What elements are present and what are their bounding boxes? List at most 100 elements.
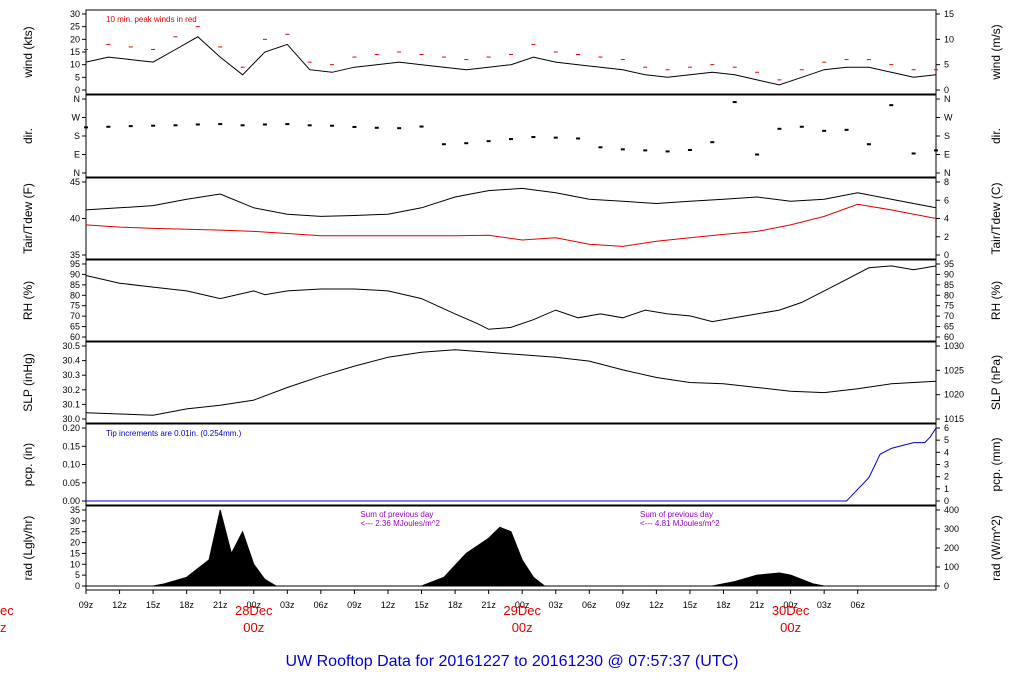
data-point [889,104,894,107]
y-right-tick-label: 60 [944,332,954,342]
y-tick-label: 30 [70,9,80,19]
y-axis-label: dir. [21,128,35,144]
y-right-tick-label: 70 [944,311,954,321]
data-point [732,101,737,104]
series-area [86,509,936,587]
date-sublabel: 00z [780,620,801,635]
y-right-tick-label: 8 [944,177,949,187]
panel-frame [85,94,937,178]
y-right-tick-label: S [944,131,950,141]
date-sublabel: 00z [512,620,533,635]
x-tick-label: 12z [381,600,396,610]
y-right-tick-label: 4 [944,214,949,224]
y-right-tick-label: 65 [944,322,954,332]
panel-frame [85,177,937,260]
panel-frame [85,9,937,95]
x-tick-label: 15z [414,600,429,610]
data-point [441,143,446,146]
y-tick-label: 35 [70,250,80,260]
y-axis-label: rad (Lgly/hr) [21,516,35,581]
x-tick-label: 12z [649,600,664,610]
x-tick-label: 21z [750,600,765,610]
y-right-axis-label: dir. [989,128,1003,144]
y-right-axis-label: RH (%) [989,281,1003,320]
x-tick-label: 09z [79,600,94,610]
data-point [397,127,402,130]
radiation-annotation: <--- 4.81 MJoules/m^2 [640,519,720,528]
panel-annotation: 10 min. peak winds in red [106,15,197,24]
data-point [710,141,715,144]
data-point [822,129,827,132]
y-right-tick-label: 1020 [944,390,964,400]
y-tick-label: 30.0 [62,414,80,424]
y-tick-label: 5 [75,72,80,82]
y-right-tick-label: N [944,94,951,104]
x-tick-label: 06z [582,600,597,610]
x-tick-label: 21z [481,600,496,610]
radiation-annotation: Sum of previous day [640,510,713,519]
y-tick-label: 45 [70,177,80,187]
y-tick-label: S [74,131,80,141]
y-right-tick-label: 75 [944,301,954,311]
date-sublabel-cut: z [0,620,7,635]
y-right-tick-label: 1030 [944,341,964,351]
x-tick-label: 03z [280,600,295,610]
y-tick-label: 80 [70,290,80,300]
y-right-tick-label: 95 [944,259,954,269]
y-right-tick-label: 2 [944,472,949,482]
y-tick-label: 30 [70,516,80,526]
date-sublabel: 00z [243,620,264,635]
y-tick-label: 0 [75,85,80,95]
x-tick-label: 00z [247,600,262,610]
panel-annotation: Tip increments are 0.01in. (0.254mm.) [106,429,242,438]
y-tick-label: 30.1 [62,399,80,409]
x-tick-label: 06z [314,600,329,610]
data-point [866,143,871,146]
y-right-axis-label: rad (W/m^2) [989,515,1003,581]
y-tick-label: N [74,168,81,178]
data-point [330,124,335,127]
y-tick-label: 90 [70,269,80,279]
y-right-tick-label: 90 [944,269,954,279]
y-right-tick-label: 6 [944,195,949,205]
y-axis-label: pcp. (in) [21,443,35,486]
series-line [85,349,937,416]
y-tick-label: W [72,113,81,123]
series-line [85,36,937,86]
data-point [553,136,558,139]
data-point [799,125,804,128]
y-right-tick-label: 0 [944,496,949,506]
y-tick-label: 0.00 [62,496,80,506]
radiation-annotation: Sum of previous day [360,510,433,519]
y-right-tick-label: 100 [944,562,959,572]
x-tick-label: 09z [616,600,631,610]
y-tick-label: 30.4 [62,356,80,366]
y-tick-label: 85 [70,280,80,290]
data-point [151,124,156,127]
y-right-tick-label: N [944,168,951,178]
y-right-tick-label: 85 [944,280,954,290]
x-tick-label: 03z [817,600,832,610]
series-line [85,203,937,247]
y-tick-label: 20 [70,538,80,548]
data-point [195,123,200,126]
y-tick-label: 65 [70,322,80,332]
date-label: 28Dec [235,603,273,618]
data-point [84,126,88,129]
data-point [419,125,424,128]
panel-frame [85,341,937,424]
data-point [285,123,290,126]
y-right-tick-label: 15 [944,9,954,19]
y-right-axis-label: pcp. (mm) [989,437,1003,491]
x-tick-label: 12z [112,600,127,610]
x-tick-label: 15z [683,600,698,610]
y-tick-label: 70 [70,311,80,321]
date-label: 29Dec [503,603,541,618]
data-point [777,127,782,130]
y-right-tick-label: 400 [944,505,959,515]
y-axis-label: SLP (inHg) [21,353,35,411]
y-tick-label: 75 [70,301,80,311]
y-tick-label: 10 [70,559,80,569]
